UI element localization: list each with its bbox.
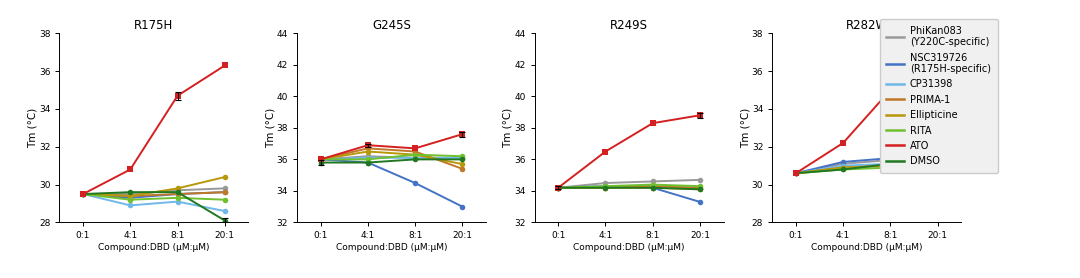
X-axis label: Compound:DBD (μM:μM): Compound:DBD (μM:μM) bbox=[98, 243, 210, 252]
Y-axis label: Tm (°C): Tm (°C) bbox=[502, 108, 513, 148]
Y-axis label: Tm (°C): Tm (°C) bbox=[265, 108, 275, 148]
X-axis label: Compound:DBD (μM:μM): Compound:DBD (μM:μM) bbox=[811, 243, 922, 252]
Title: R175H: R175H bbox=[134, 19, 174, 32]
Y-axis label: Tm (°C): Tm (°C) bbox=[27, 108, 38, 148]
X-axis label: Compound:DBD (μM:μM): Compound:DBD (μM:μM) bbox=[336, 243, 447, 252]
X-axis label: Compound:DBD (μM:μM): Compound:DBD (μM:μM) bbox=[573, 243, 685, 252]
Title: R282W: R282W bbox=[846, 19, 888, 32]
Title: R249S: R249S bbox=[610, 19, 648, 32]
Y-axis label: Tm (°C): Tm (°C) bbox=[740, 108, 751, 148]
Legend: PhiKan083
(Y220C-specific), NSC319726
(R175H-specific), CP31398, PRIMA-1, Ellipt: PhiKan083 (Y220C-specific), NSC319726 (R… bbox=[880, 19, 998, 173]
Title: G245S: G245S bbox=[373, 19, 410, 32]
